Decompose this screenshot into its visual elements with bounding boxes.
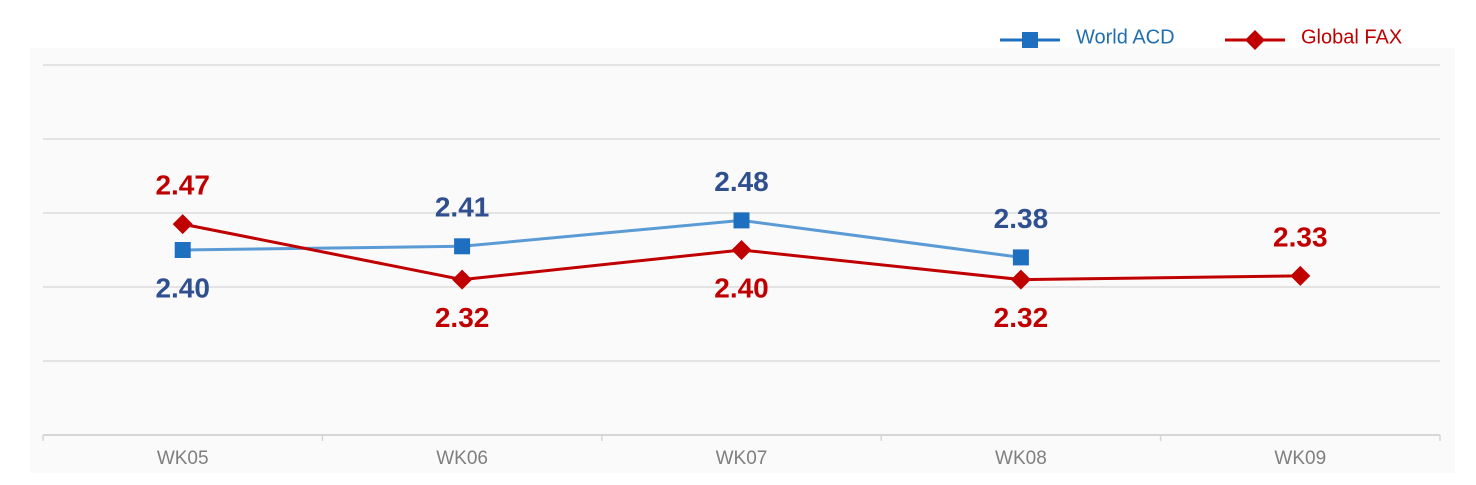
data-label: 2.32 bbox=[994, 302, 1049, 333]
marker bbox=[172, 214, 193, 235]
plot-background bbox=[30, 48, 1455, 473]
data-label: 2.32 bbox=[435, 302, 490, 333]
legend-label: World ACD bbox=[1076, 26, 1175, 48]
x-tick-label: WK08 bbox=[995, 448, 1047, 469]
x-tick-label: WK05 bbox=[157, 448, 209, 469]
x-tick-label: WK09 bbox=[1274, 448, 1326, 469]
marker bbox=[1010, 269, 1031, 290]
series-line bbox=[182, 218, 1022, 259]
data-label: 2.40 bbox=[155, 272, 210, 303]
marker bbox=[174, 242, 191, 258]
marker bbox=[733, 212, 750, 229]
marker bbox=[1022, 32, 1038, 48]
marker bbox=[454, 238, 471, 255]
marker bbox=[731, 240, 752, 260]
marker bbox=[452, 269, 473, 290]
x-tick-label: WK07 bbox=[716, 448, 768, 469]
data-label: 2.41 bbox=[435, 192, 490, 223]
data-label: 2.33 bbox=[1273, 221, 1328, 252]
data-label: 2.40 bbox=[714, 272, 769, 303]
data-label: 2.38 bbox=[994, 203, 1049, 234]
legend-label: Global FAX bbox=[1301, 26, 1402, 48]
x-tick-label: WK06 bbox=[436, 448, 488, 469]
marker bbox=[1245, 30, 1265, 50]
marker bbox=[1290, 265, 1311, 286]
data-label: 2.48 bbox=[714, 166, 769, 197]
marker bbox=[1012, 249, 1029, 266]
data-label: 2.47 bbox=[155, 169, 210, 200]
